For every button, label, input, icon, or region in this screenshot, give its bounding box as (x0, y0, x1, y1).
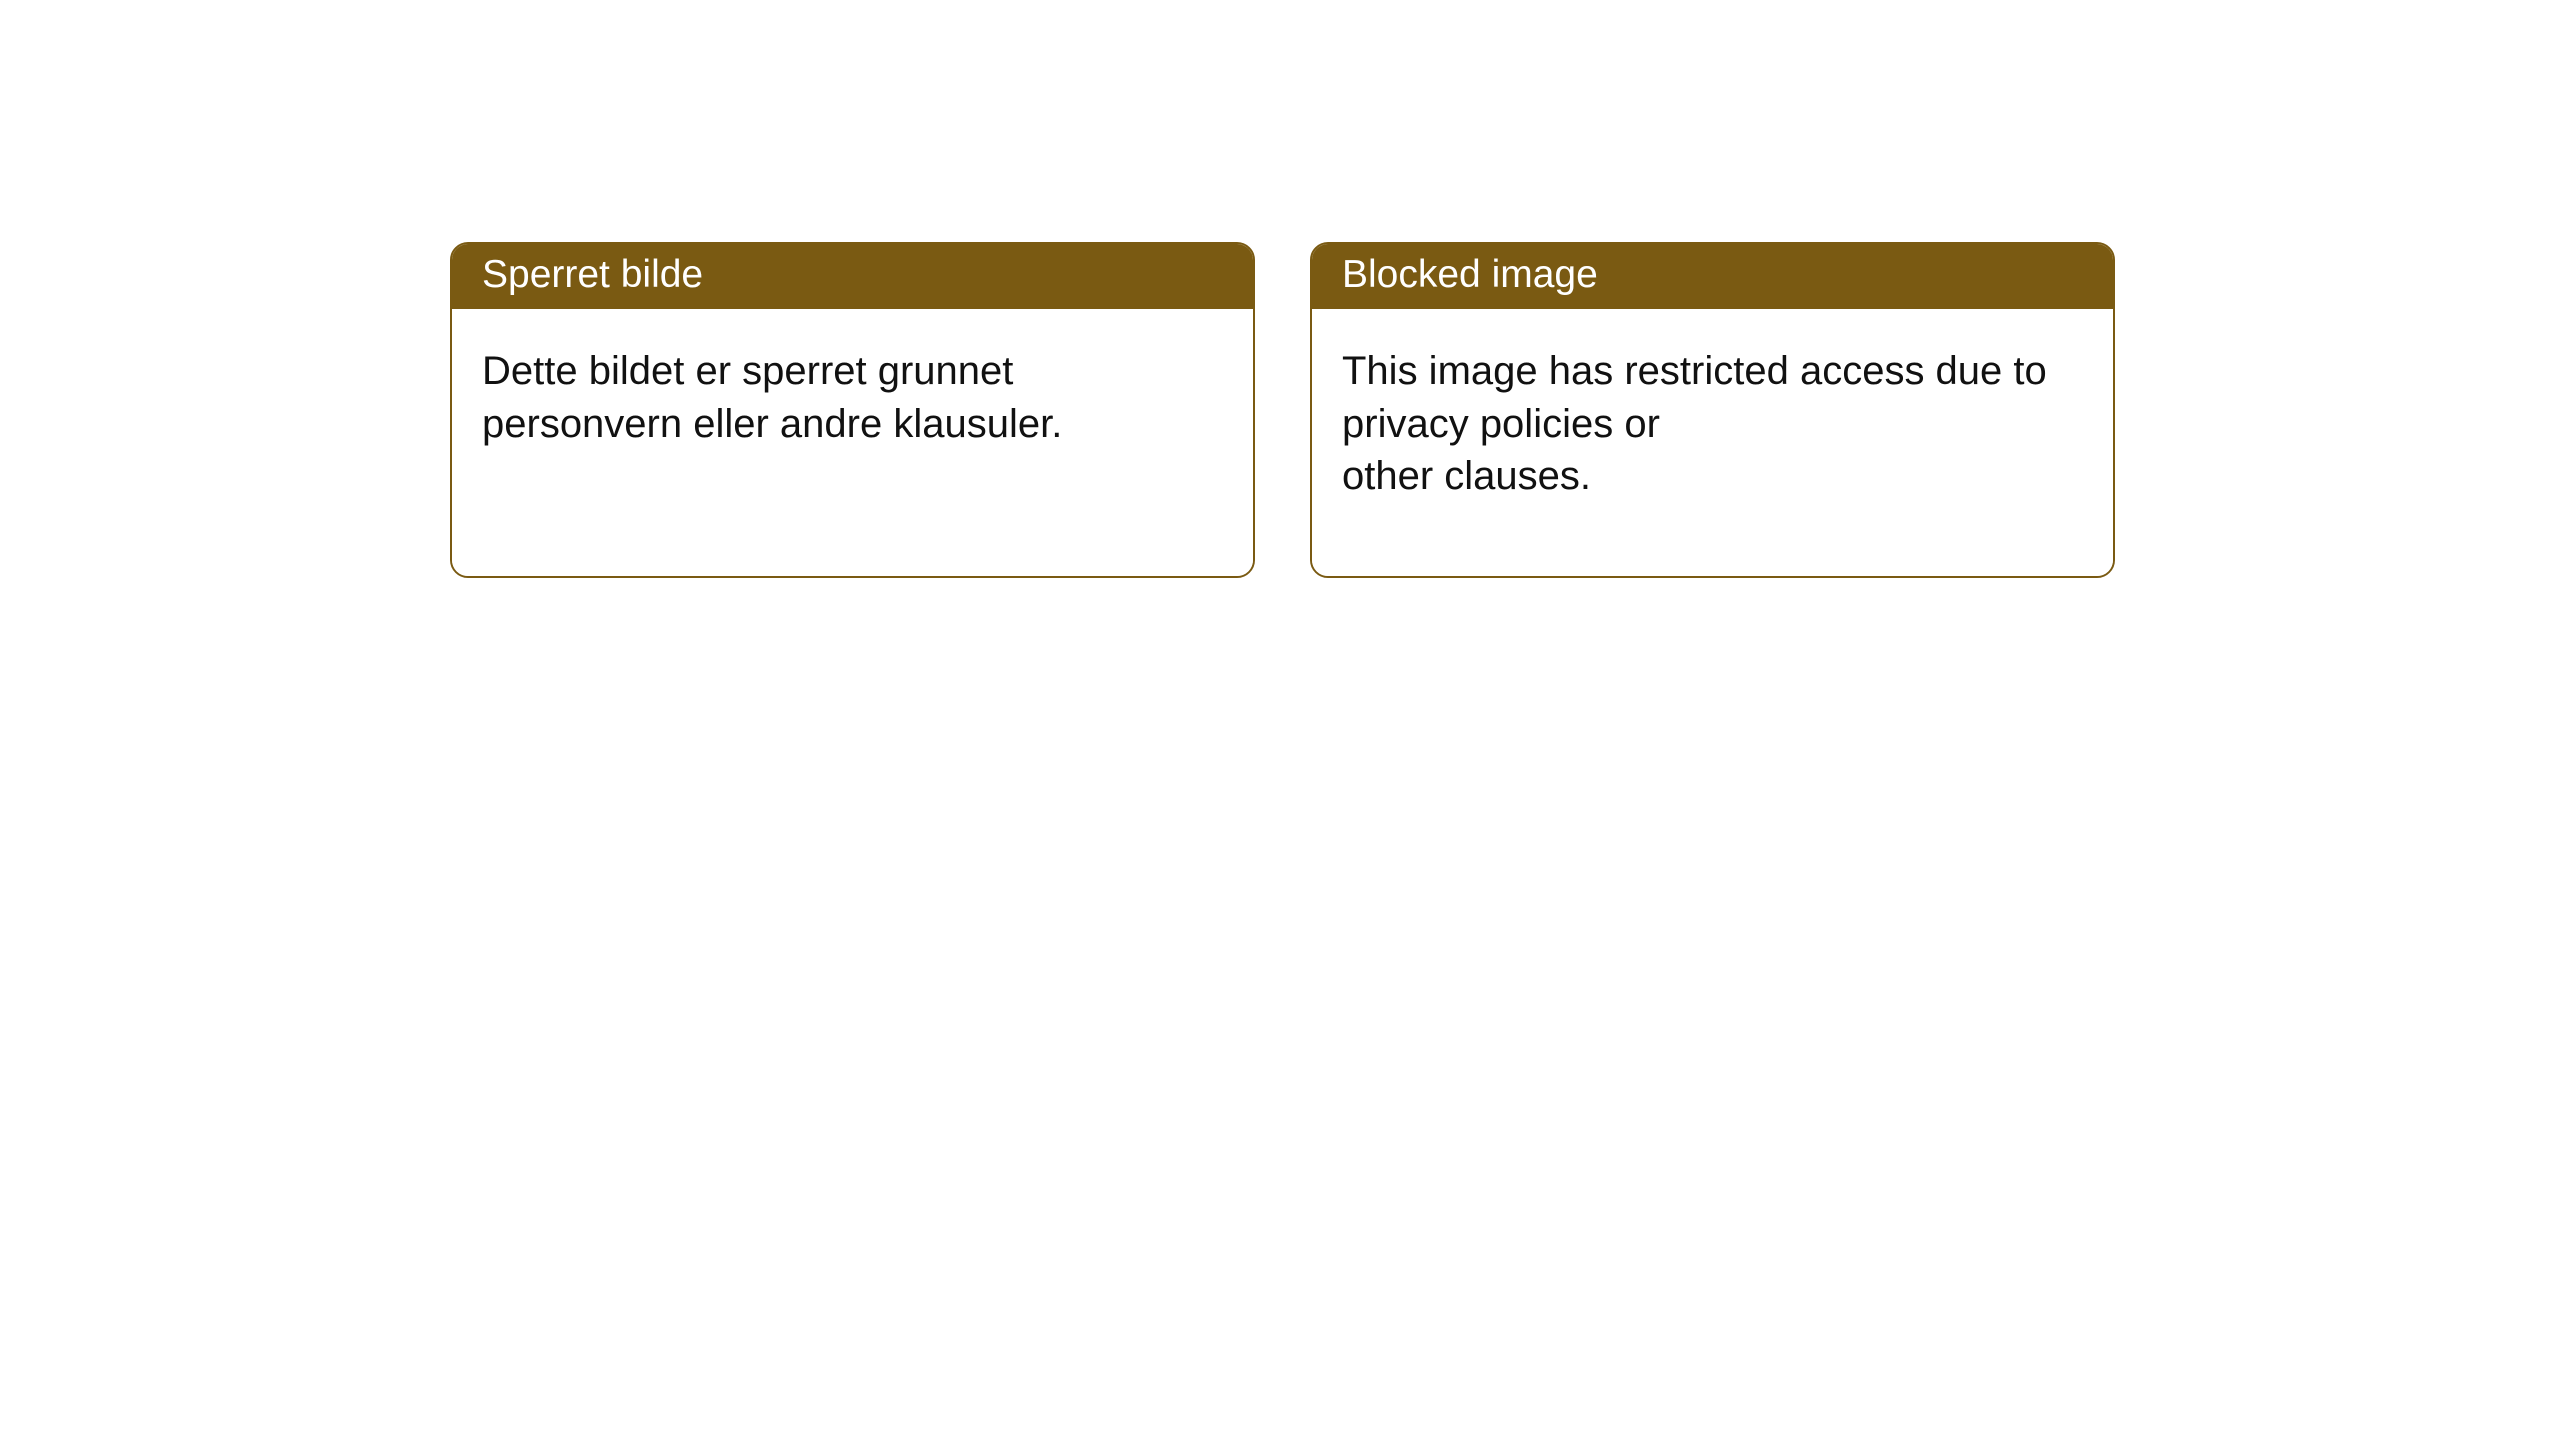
notice-card-norwegian: Sperret bilde Dette bildet er sperret gr… (450, 242, 1255, 578)
notice-title-norwegian: Sperret bilde (452, 244, 1253, 309)
notice-title-english: Blocked image (1312, 244, 2113, 309)
notice-body-english: This image has restricted access due to … (1312, 309, 2113, 576)
notice-container: Sperret bilde Dette bildet er sperret gr… (0, 0, 2560, 578)
notice-card-english: Blocked image This image has restricted … (1310, 242, 2115, 578)
notice-body-norwegian: Dette bildet er sperret grunnet personve… (452, 309, 1253, 576)
